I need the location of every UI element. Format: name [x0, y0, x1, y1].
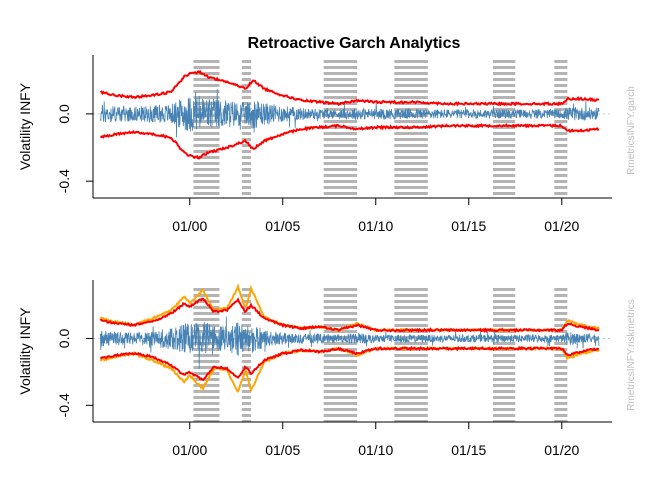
x-tick-label: 01/20	[544, 442, 579, 458]
y-tick-label: 0.0	[56, 329, 72, 349]
returns-series	[100, 316, 600, 370]
y-axis-label: Volatility INFY	[17, 82, 33, 170]
recession-band	[394, 60, 428, 198]
side-label: RmetricsINFY.riskmetrics	[626, 299, 637, 410]
x-tick-label: 01/05	[265, 218, 300, 234]
red-band-upper	[99, 69, 600, 107]
returns-series	[100, 88, 600, 138]
recession-band	[394, 285, 428, 422]
recession-band	[554, 285, 568, 422]
y-tick-label: -0.4	[56, 169, 72, 193]
recession-band	[241, 60, 252, 198]
recession-band	[193, 60, 220, 198]
panel-garch: 01/00 01/05 01/10 01/15 01/20 -0.4 0.0 Volatili…	[17, 55, 637, 234]
red-band-upper	[99, 297, 600, 334]
x-tick-label: 01/15	[451, 218, 486, 234]
y-tick-label: 0.0	[56, 104, 72, 124]
x-tick-label: 01/05	[265, 442, 300, 458]
x-tick-label: 01/10	[358, 442, 393, 458]
red-band-lower	[99, 122, 600, 160]
recession-band	[492, 285, 516, 422]
recession-band	[193, 285, 220, 422]
red-band-lower	[99, 345, 600, 382]
x-tick-label: 01/00	[172, 442, 207, 458]
side-label: RmetricsINFY.garch	[626, 86, 637, 175]
x-tick-label: 01/00	[172, 218, 207, 234]
x-tick-label: 01/15	[451, 442, 486, 458]
y-tick-label: -0.4	[56, 393, 72, 417]
y-axis-label: Volatility INFY	[17, 307, 33, 395]
x-tick-label: 01/20	[544, 218, 579, 234]
recession-band	[241, 285, 252, 422]
panel-riskmetrics: 01/00 01/05 01/10 01/15 01/20 -0.4 0.0 Volatili…	[17, 280, 637, 458]
x-tick-label: 01/10	[358, 218, 393, 234]
recession-band	[492, 60, 516, 198]
recession-band	[554, 60, 568, 198]
chart-title: Retroactive Garch Analytics	[248, 35, 461, 52]
